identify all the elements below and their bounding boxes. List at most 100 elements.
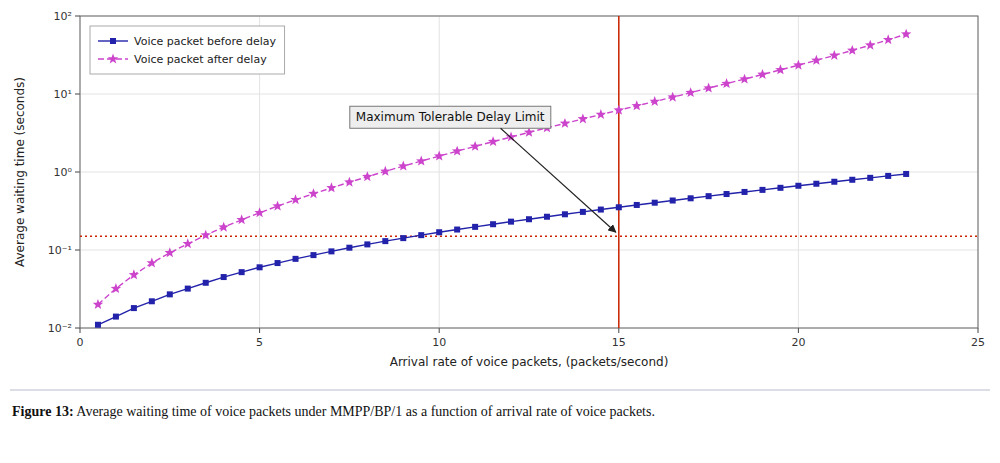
tick-label: 10⁻¹ (48, 244, 72, 257)
tick-mark (798, 328, 799, 333)
data-point (380, 166, 390, 176)
grid-line (618, 16, 619, 328)
grid-line (80, 94, 978, 95)
data-point (239, 269, 245, 275)
tick-label: 10⁻² (48, 322, 72, 335)
legend-box (90, 26, 285, 74)
data-point (416, 156, 426, 166)
annotation-box (350, 106, 551, 128)
data-point (131, 305, 137, 311)
data-point (670, 198, 676, 204)
tick-mark (75, 172, 80, 173)
data-point (526, 216, 532, 222)
data-point (310, 252, 316, 258)
series-line (98, 174, 906, 325)
tick-mark (618, 328, 619, 333)
data-point (218, 222, 228, 232)
data-point (221, 274, 227, 280)
data-point (865, 40, 875, 50)
data-point (596, 109, 606, 119)
tick-label: 25 (971, 336, 985, 349)
data-point (775, 64, 785, 74)
data-point (724, 191, 730, 197)
data-point (885, 173, 891, 179)
data-point (452, 146, 462, 156)
grid-line (80, 172, 978, 173)
grid (80, 16, 978, 328)
data-point (831, 179, 837, 185)
data-point (616, 204, 622, 210)
annotation-arrow (501, 128, 616, 232)
data-point (470, 141, 480, 151)
data-point (326, 182, 336, 192)
data-point (703, 83, 713, 93)
data-point (903, 171, 909, 177)
data-point (811, 55, 821, 65)
annotation-text: Maximum Tolerable Delay Limit (356, 110, 545, 124)
tick-mark (439, 328, 440, 333)
data-point (328, 248, 334, 254)
data-point (346, 245, 352, 251)
data-point (129, 269, 139, 279)
data-point (185, 286, 191, 292)
data-point (544, 214, 550, 220)
tick-label: 15 (612, 336, 626, 349)
data-point (472, 224, 478, 230)
data-point (490, 221, 496, 227)
data-point (290, 194, 300, 204)
tick-mark (75, 328, 80, 329)
tick-mark (978, 328, 979, 333)
tick-label: 10 (432, 336, 446, 349)
data-point (257, 264, 263, 270)
caption-separator (10, 390, 990, 391)
y-axis-label: Average waiting time (seconds) (13, 77, 27, 267)
data-point (795, 183, 801, 189)
data (80, 16, 978, 328)
data-point (867, 175, 873, 181)
legend-marker (108, 54, 118, 64)
data-point (883, 34, 893, 44)
data-point (398, 161, 408, 171)
x-axis-label: Arrival rate of voice packets, (packets/… (390, 355, 669, 369)
data-point (147, 258, 157, 268)
data-point (742, 189, 748, 195)
grid-line (80, 250, 978, 251)
tick-mark (75, 250, 80, 251)
data-point (149, 298, 155, 304)
data-point (901, 29, 911, 39)
tick-label: 20 (791, 336, 805, 349)
tick-label: 10² (54, 10, 72, 23)
data-point (418, 232, 424, 238)
chart: 051015202510⁻²10⁻¹10⁰10¹10²Arrival rate … (0, 0, 1000, 463)
caption: Figure 13: Average waiting time of voice… (12, 404, 655, 419)
plot-area (80, 16, 978, 328)
data-point (434, 151, 444, 161)
data-point (454, 227, 460, 233)
data-point (614, 105, 624, 115)
data-point (436, 229, 442, 235)
plot-frame (80, 16, 978, 328)
reference-line (80, 236, 978, 238)
data-point (254, 207, 264, 217)
data-point (344, 177, 354, 187)
data-point (275, 260, 281, 266)
legend-label: Voice packet before delay (134, 35, 277, 48)
data-point (400, 235, 406, 241)
data-point (632, 100, 642, 110)
tick-mark (75, 16, 80, 17)
tick-label: 10¹ (54, 88, 72, 101)
data-point (364, 241, 370, 247)
data-point (688, 195, 694, 201)
data-point (113, 314, 119, 320)
data-point (813, 181, 819, 187)
reference-line (618, 16, 620, 328)
data-point (203, 280, 209, 286)
data-point (793, 60, 803, 70)
data-point (506, 132, 516, 142)
tick-label: 10⁰ (54, 166, 73, 179)
data-point (739, 74, 749, 84)
legend: Voice packet before delayVoice packet af… (90, 26, 285, 74)
legend-marker (110, 38, 116, 44)
data-point (165, 247, 175, 257)
data-point (777, 185, 783, 191)
